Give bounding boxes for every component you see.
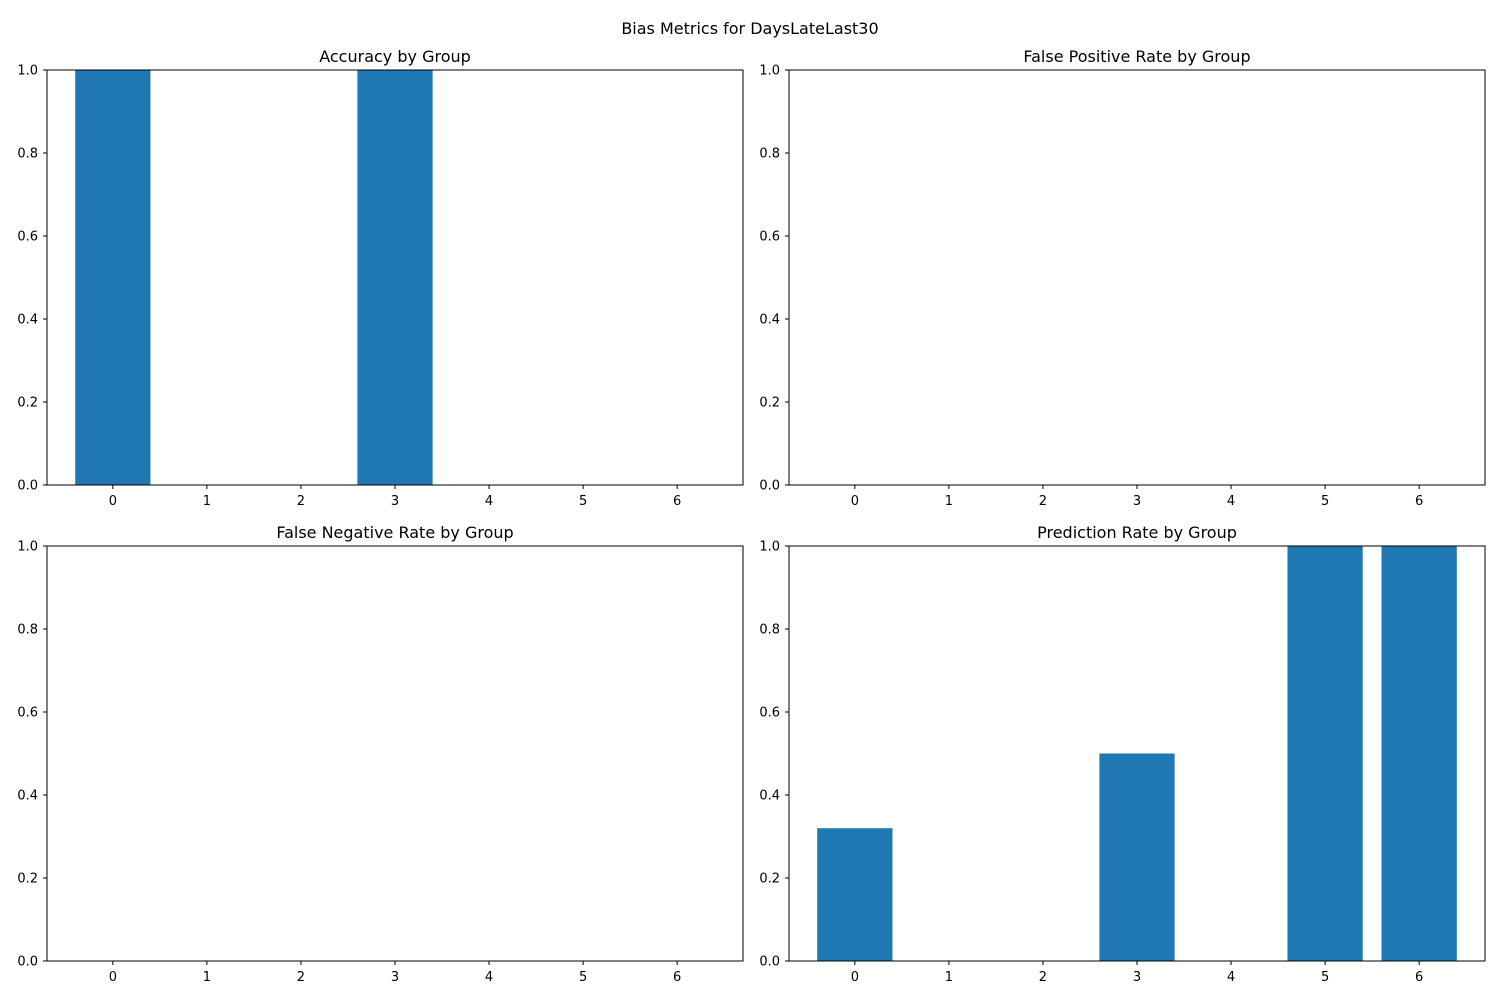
x-tick-label: 6 bbox=[673, 970, 681, 985]
y-tick-label: 0.8 bbox=[17, 147, 38, 162]
x-tick-label: 6 bbox=[1415, 970, 1423, 985]
x-tick-label: 1 bbox=[203, 494, 211, 509]
y-tick-label: 0.4 bbox=[17, 313, 38, 328]
x-tick-label: 4 bbox=[485, 970, 493, 985]
y-tick-label: 0.6 bbox=[17, 706, 38, 721]
subplot-title: False Negative Rate by Group bbox=[276, 523, 513, 542]
y-tick-label: 0.0 bbox=[17, 955, 38, 970]
x-tick-label: 4 bbox=[485, 494, 493, 509]
x-tick-label: 2 bbox=[297, 970, 305, 985]
x-tick-label: 2 bbox=[1039, 970, 1047, 985]
y-tick-label: 1.0 bbox=[759, 64, 780, 79]
subplot-3: False Negative Rate by Group 0 1 2 3 4 5 6 0.0 0.… bbox=[17, 523, 744, 985]
y-tick-label: 1.0 bbox=[17, 64, 38, 79]
x-tick-label: 3 bbox=[1133, 970, 1141, 985]
y-tick-label: 1.0 bbox=[17, 540, 38, 555]
y-tick-label: 0.8 bbox=[759, 623, 780, 638]
y-tick-label: 0.4 bbox=[759, 789, 780, 804]
bar-group-0 bbox=[817, 828, 893, 961]
x-tick-label: 0 bbox=[109, 970, 117, 985]
x-tick-label: 1 bbox=[945, 494, 953, 509]
y-tick-label: 0.6 bbox=[759, 230, 780, 245]
x-tick-label: 2 bbox=[1039, 494, 1047, 509]
bar-group-5 bbox=[1287, 546, 1363, 961]
x-tick-label: 0 bbox=[851, 970, 859, 985]
y-tick-label: 0.6 bbox=[17, 230, 38, 245]
subplot-4: Prediction Rate by Group 0 1 2 3 4 5 6 0.0 0.2 0.4… bbox=[759, 523, 1486, 985]
x-tick-label: 0 bbox=[109, 494, 117, 509]
x-tick-label: 5 bbox=[1321, 494, 1329, 509]
axes-frame bbox=[788, 545, 1486, 962]
y-tick-label: 0.0 bbox=[759, 479, 780, 494]
x-tick-label: 1 bbox=[203, 970, 211, 985]
axes-frame bbox=[788, 69, 1486, 486]
x-tick-label: 5 bbox=[579, 970, 587, 985]
bar-group-6 bbox=[1381, 546, 1457, 961]
y-tick-label: 0.4 bbox=[759, 313, 780, 328]
x-tick-label: 5 bbox=[1321, 970, 1329, 985]
subplot-title: Accuracy by Group bbox=[319, 47, 471, 66]
y-tick-label: 0.2 bbox=[759, 872, 780, 887]
y-tick-label: 0.4 bbox=[17, 789, 38, 804]
bar-group-0 bbox=[75, 70, 151, 485]
x-tick-label: 3 bbox=[391, 494, 399, 509]
subplot-title: False Positive Rate by Group bbox=[1023, 47, 1250, 66]
subplot-title: Prediction Rate by Group bbox=[1037, 523, 1237, 542]
x-tick-label: 6 bbox=[1415, 494, 1423, 509]
y-tick-label: 0.0 bbox=[759, 955, 780, 970]
y-tick-label: 0.6 bbox=[759, 706, 780, 721]
y-tick-label: 0.2 bbox=[759, 396, 780, 411]
subplot-2: False Positive Rate by Group 0 1 2 3 4 5 6 0.0 0.… bbox=[759, 47, 1486, 509]
figure-suptitle: Bias Metrics for DaysLateLast30 bbox=[621, 19, 878, 38]
bar-group-3 bbox=[357, 70, 433, 485]
y-tick-label: 0.2 bbox=[17, 872, 38, 887]
x-tick-label: 3 bbox=[1133, 494, 1141, 509]
y-tick-label: 0.2 bbox=[17, 396, 38, 411]
x-tick-label: 4 bbox=[1227, 494, 1235, 509]
x-tick-label: 4 bbox=[1227, 970, 1235, 985]
y-tick-label: 0.8 bbox=[759, 147, 780, 162]
x-tick-label: 5 bbox=[579, 494, 587, 509]
x-tick-label: 3 bbox=[391, 970, 399, 985]
y-tick-label: 0.0 bbox=[17, 479, 38, 494]
x-tick-label: 2 bbox=[297, 494, 305, 509]
y-tick-label: 1.0 bbox=[759, 540, 780, 555]
x-tick-label: 0 bbox=[851, 494, 859, 509]
axes-frame bbox=[46, 69, 744, 486]
subplot-grid: Accuracy by Group 0 1 2 3 4 5 6 0.0 0.2 0.4 0.6 0.8 1… bbox=[17, 47, 1486, 985]
x-tick-label: 6 bbox=[673, 494, 681, 509]
x-tick-label: 1 bbox=[945, 970, 953, 985]
bar-group-3 bbox=[1099, 753, 1175, 961]
subplot-1: Accuracy by Group 0 1 2 3 4 5 6 0.0 0.2 0.4 0.6 0.8 1… bbox=[17, 47, 744, 509]
axes-frame bbox=[46, 545, 744, 962]
y-tick-label: 0.8 bbox=[17, 623, 38, 638]
